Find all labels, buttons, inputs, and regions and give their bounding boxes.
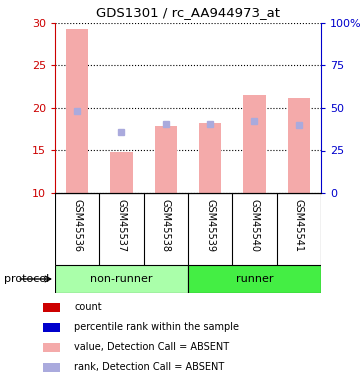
Bar [243, 95, 266, 193]
Text: GSM45537: GSM45537 [117, 199, 126, 252]
Text: GSM45539: GSM45539 [205, 199, 215, 252]
Bar [199, 123, 221, 193]
Text: value, Detection Call = ABSENT: value, Detection Call = ABSENT [74, 342, 230, 352]
Text: GSM45541: GSM45541 [294, 199, 304, 252]
Text: runner: runner [236, 274, 273, 284]
Bar [43, 343, 60, 352]
Bar [188, 265, 321, 293]
Text: non-runner: non-runner [90, 274, 153, 284]
Title: GDS1301 / rc_AA944973_at: GDS1301 / rc_AA944973_at [96, 6, 280, 19]
Bar [155, 126, 177, 193]
Bar [43, 363, 60, 372]
Text: protocol: protocol [4, 274, 49, 284]
Text: count: count [74, 302, 102, 312]
Bar [43, 322, 60, 332]
Text: rank, Detection Call = ABSENT: rank, Detection Call = ABSENT [74, 362, 225, 372]
Text: GSM45538: GSM45538 [161, 199, 171, 252]
Bar [55, 265, 188, 293]
Text: GSM45536: GSM45536 [72, 199, 82, 252]
Text: GSM45540: GSM45540 [249, 199, 260, 252]
Bar [288, 98, 310, 193]
Bar [43, 303, 60, 312]
Text: percentile rank within the sample: percentile rank within the sample [74, 322, 239, 332]
Bar [110, 152, 132, 193]
Bar [66, 29, 88, 193]
